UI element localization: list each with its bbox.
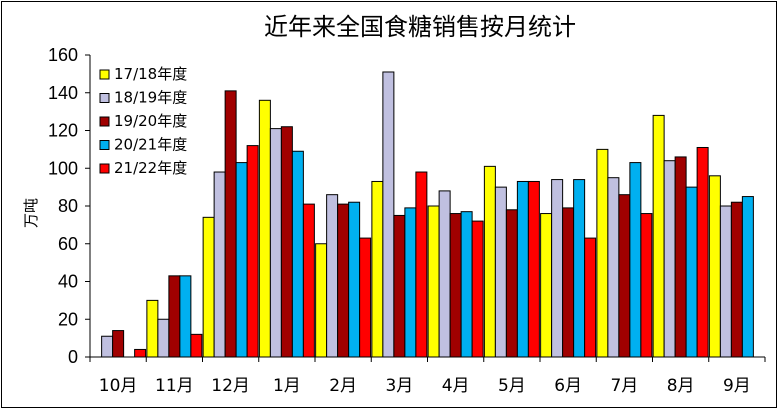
- bar-s5-7: [471, 220, 484, 358]
- bar-s4-6: [404, 207, 417, 358]
- y-tick-label: 140: [48, 83, 78, 103]
- legend-swatch: [99, 163, 110, 174]
- bar-s2-10: [607, 177, 620, 358]
- bar-s3-1: [112, 330, 125, 358]
- legend-label: 18/19年度: [114, 89, 187, 107]
- bar-s5-9: [584, 237, 597, 358]
- y-tick-label: 100: [48, 158, 78, 178]
- bar-s2-8: [494, 186, 507, 358]
- legend: 17/18年度 18/19年度 19/20年度 20/21年度 21/22年度: [99, 65, 187, 177]
- legend-swatch: [99, 116, 110, 127]
- bar-s5-8: [527, 180, 540, 358]
- bar-s2-6: [382, 71, 395, 358]
- bar-s1-5: [315, 243, 328, 358]
- bar-s2-7: [438, 190, 451, 358]
- bar-s5-4: [302, 203, 315, 358]
- bar-s5-3: [246, 145, 259, 358]
- bar-s4-3: [235, 162, 248, 358]
- bar-s4-8: [516, 180, 529, 358]
- bar-s5-11: [696, 146, 709, 358]
- x-tick-label: 3月: [385, 376, 413, 396]
- bar-s2-11: [663, 160, 676, 358]
- y-tick-label: 20: [58, 309, 78, 329]
- x-tick-label: 9月: [723, 376, 751, 396]
- bar-s3-8: [505, 209, 518, 358]
- legend-label: 17/18年度: [114, 65, 187, 83]
- bar-s2-1: [101, 335, 114, 358]
- bar-s1-11: [652, 114, 665, 358]
- bar-s3-9: [562, 207, 575, 358]
- bar-s3-4: [280, 126, 293, 358]
- bar-s2-9: [551, 179, 564, 358]
- bar-s5-2: [190, 333, 203, 358]
- bar-s2-3: [213, 171, 226, 358]
- x-tick-label: 5月: [498, 376, 526, 396]
- bar-s4-5: [348, 201, 361, 358]
- bar-s4-4: [291, 150, 304, 358]
- bar-s3-6: [393, 214, 406, 358]
- legend-swatch: [99, 93, 110, 103]
- bar-s2-4: [269, 128, 282, 358]
- y-tick-label: 60: [58, 234, 78, 254]
- y-tick-label: 120: [48, 121, 78, 141]
- x-tick-label: 12月: [211, 376, 250, 396]
- bar-s2-12: [719, 205, 732, 358]
- bar-s5-10: [640, 213, 653, 358]
- bar-s1-8: [483, 165, 496, 358]
- bar-s3-3: [224, 90, 237, 358]
- bar-s4-7: [460, 211, 473, 358]
- bar-s5-5: [359, 237, 372, 358]
- legend-label: 20/21年度: [114, 136, 187, 154]
- bar-s4-10: [629, 162, 642, 358]
- x-tick-label: 7月: [610, 376, 638, 396]
- bar-s1-2: [146, 299, 159, 358]
- x-tick-label: 6月: [554, 376, 582, 396]
- bar-s3-11: [674, 156, 687, 358]
- y-axis-label: 万吨: [22, 198, 40, 228]
- bar-s5-1: [134, 348, 147, 358]
- bar-s1-4: [258, 99, 271, 358]
- y-tick-label: 80: [58, 196, 78, 216]
- x-tick-label: 11月: [155, 376, 194, 396]
- bar-s1-12: [708, 175, 721, 358]
- bar-s1-9: [540, 213, 553, 358]
- bar-s3-12: [730, 201, 743, 358]
- bar-s3-5: [337, 203, 350, 358]
- bar-s4-9: [573, 179, 586, 358]
- bar-layer: [101, 71, 754, 358]
- legend-swatch: [99, 140, 110, 150]
- x-tick-label: 4月: [442, 376, 470, 396]
- y-tick-label: 40: [58, 272, 78, 292]
- axes: [85, 54, 766, 362]
- bar-s3-2: [168, 275, 181, 358]
- bar-s2-5: [326, 194, 339, 358]
- y-tick-label: 0: [68, 347, 78, 367]
- legend-label: 19/20年度: [114, 112, 187, 130]
- bar-s3-10: [618, 194, 631, 358]
- x-tick-label: 2月: [329, 376, 357, 396]
- bar-s1-7: [427, 205, 440, 358]
- bar-s4-11: [685, 186, 698, 358]
- bar-s1-6: [371, 180, 384, 358]
- bar-s2-2: [157, 318, 170, 358]
- legend-swatch: [99, 69, 110, 80]
- x-tick-label: 1月: [273, 376, 301, 396]
- bar-s1-3: [202, 216, 215, 358]
- legend-label: 21/22年度: [114, 159, 187, 177]
- bar-s5-6: [415, 171, 428, 358]
- x-tick-label: 8月: [667, 376, 695, 396]
- x-tick-label: 10月: [99, 376, 138, 396]
- tick-labels: 0 20 40 60 80 100 120 140 160 10月 11月 12月 1月 2月 3月 4月 5月…: [48, 45, 751, 396]
- chart-title: 近年来全国食糖销售按月统计: [264, 13, 576, 41]
- y-tick-label: 160: [48, 45, 78, 65]
- bar-s3-7: [449, 213, 462, 358]
- bar-s4-12: [741, 196, 754, 358]
- bar-s4-2: [179, 275, 192, 358]
- bar-s1-10: [596, 148, 609, 358]
